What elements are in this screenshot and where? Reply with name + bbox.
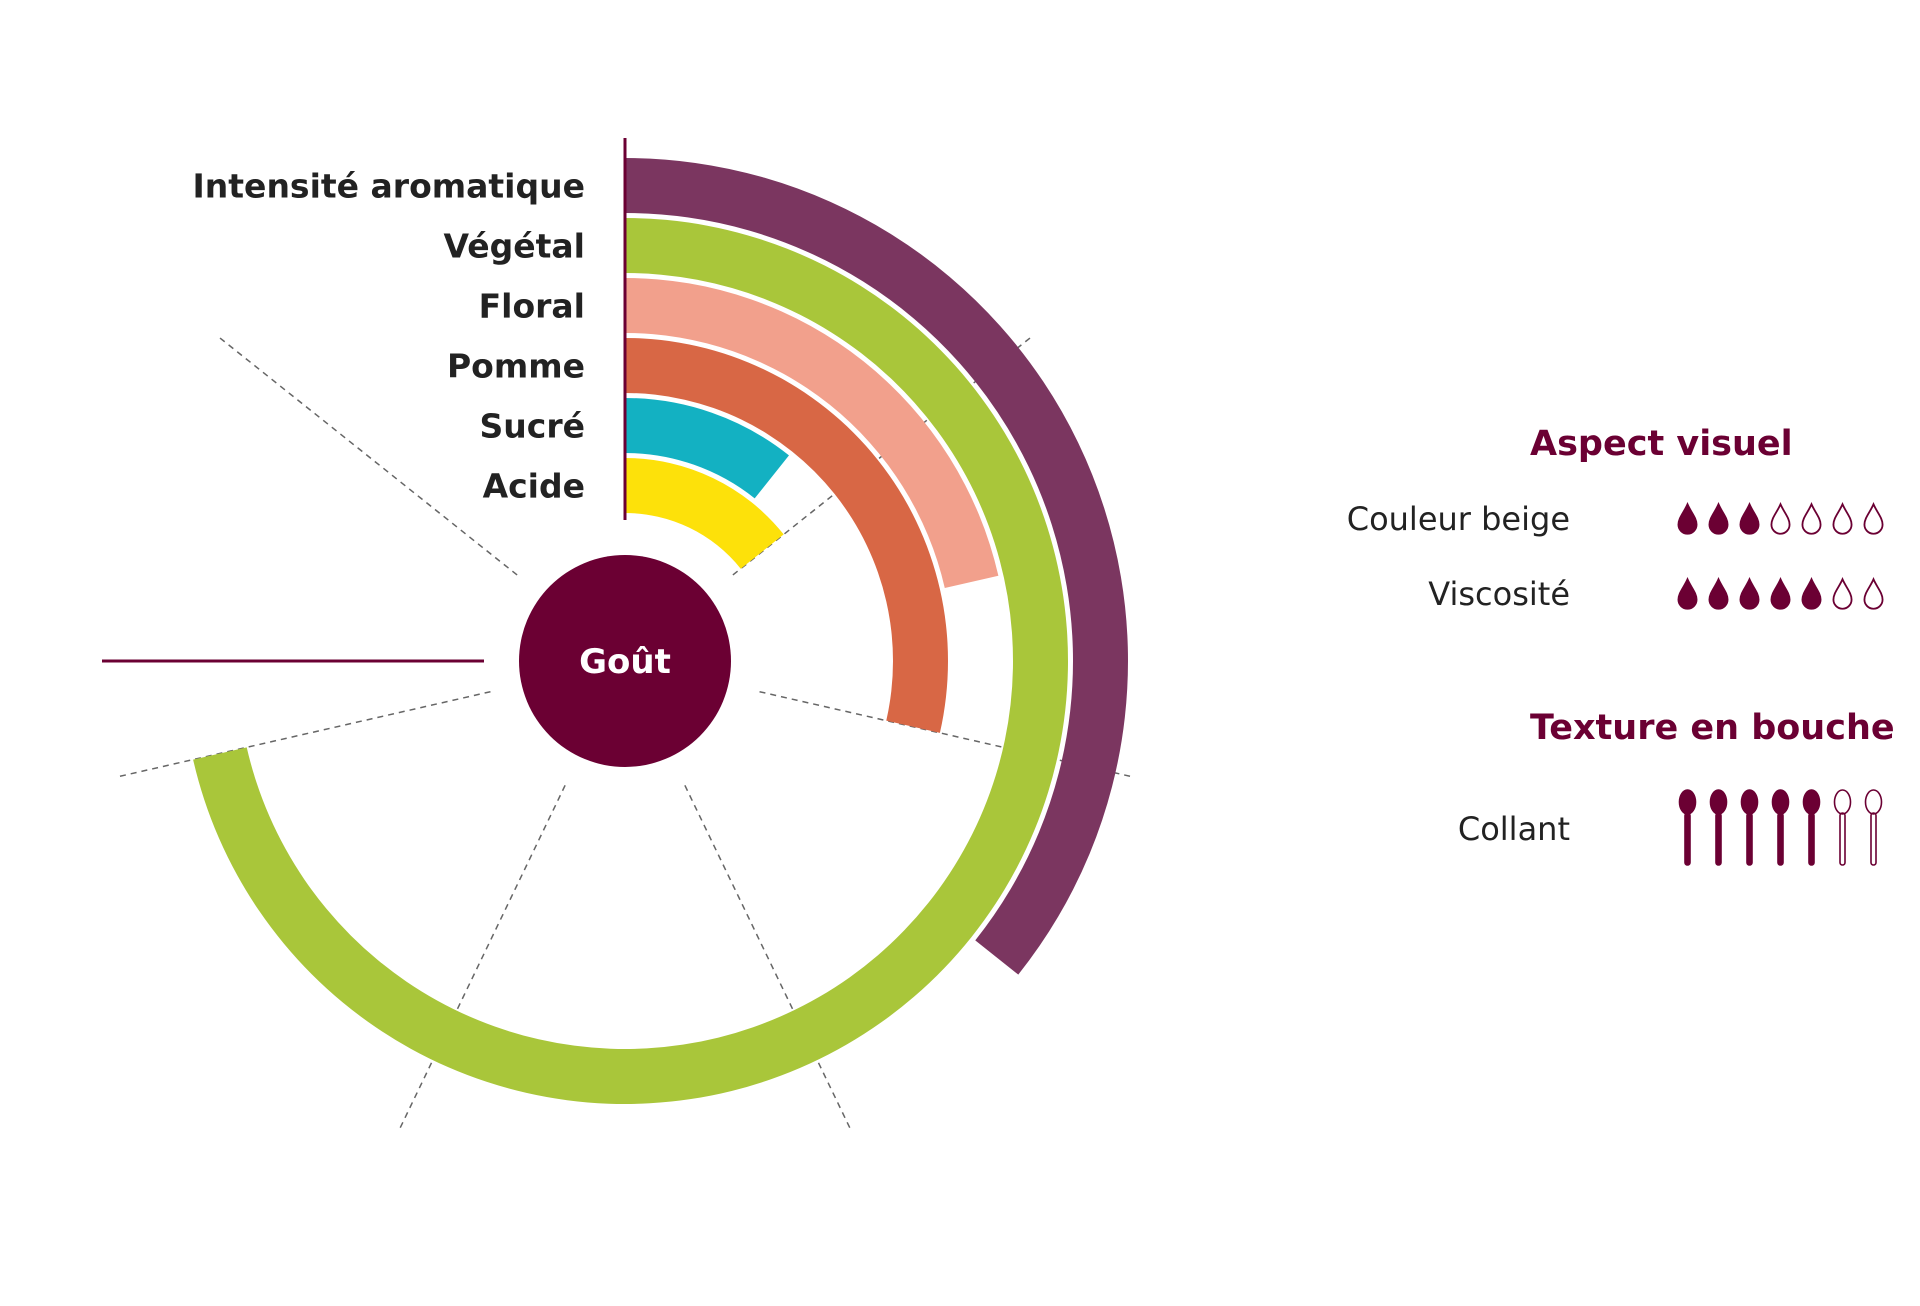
drop-icon [1677,577,1698,610]
drop-icon [1863,577,1884,610]
spoon-icon [1833,789,1852,866]
drop-icon [1708,502,1729,535]
sector-divider [114,690,491,779]
viscosity-drop-rating [1672,577,1889,611]
drop-icon [1677,502,1698,535]
bar-sucr- [625,398,789,499]
bar-intensit-aromatique [625,158,1128,975]
center-circle [519,555,731,767]
visual-aspect-title: Aspect visuel [1530,424,1793,464]
bar-acide [625,458,784,569]
spoon-icon [1678,789,1697,866]
drop-icon [1832,502,1853,535]
bar-pomme [625,338,948,733]
sector-divider [684,785,853,1133]
spoon-icon [1709,789,1728,866]
viscosity-row-label: Viscosité [1428,575,1570,613]
color-drop-rating [1672,502,1889,536]
color-row-label: Couleur beige [1346,500,1570,538]
spoon-icon [1740,789,1759,866]
category-labels: Intensité aromatique Végétal Floral Pomme Su… [193,167,585,506]
drop-icon [1739,577,1760,610]
center-label: Goût [579,642,671,682]
category-label: Sucré [480,407,585,446]
drop-icon [1832,577,1853,610]
radial-bars [193,158,1128,1104]
drop-icon [1801,577,1822,610]
category-label: Floral [479,287,585,326]
sticky-row-label: Collant [1457,810,1570,848]
drop-icon [1863,502,1884,535]
bar-floral [625,278,999,589]
sector-divider [397,785,566,1133]
drop-icon [1770,502,1791,535]
category-label: Intensité aromatique [193,167,585,206]
drop-icon [1770,577,1791,610]
spoon-icon [1802,789,1821,866]
category-label: Végétal [444,227,585,266]
drop-icon [1708,577,1729,610]
texture-title: Texture en bouche [1530,708,1895,748]
sector-divider [215,334,518,576]
spoon-icon [1864,789,1883,866]
sticky-spoon-rating [1672,788,1889,868]
drop-icon [1801,502,1822,535]
category-label: Pomme [447,347,585,386]
drop-icon [1739,502,1760,535]
spoon-icon [1771,789,1790,866]
category-label: Acide [483,467,585,506]
